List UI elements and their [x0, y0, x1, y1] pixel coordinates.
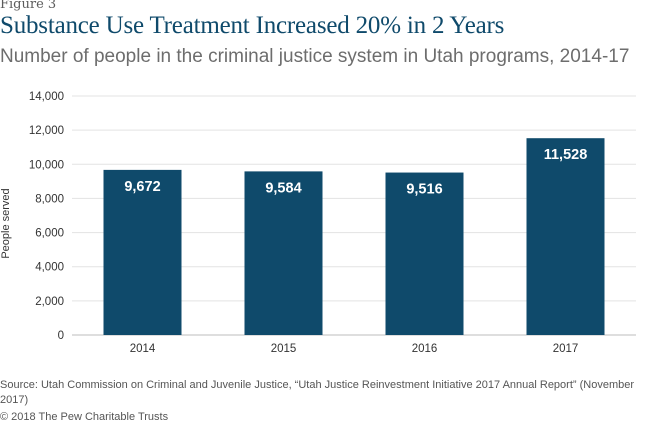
copyright-note: © 2018 The Pew Charitable Trusts: [0, 411, 169, 423]
y-tick-label: 14,000: [29, 91, 64, 103]
bar-value-label: 9,516: [406, 182, 442, 198]
y-tick-label: 6,000: [35, 228, 64, 240]
y-axis-label: People served: [0, 188, 12, 258]
bar-2017: [526, 138, 605, 335]
y-tick-label: 4,000: [35, 262, 64, 274]
bar-value-label: 9,584: [265, 180, 301, 196]
figure-label: Figure 3: [0, 0, 57, 12]
y-tick-label: 2,000: [35, 296, 64, 308]
x-tick-label: 2016: [412, 343, 438, 355]
y-axis-ticks: 0 2,000 4,000 6,000 8,000 10,000 12,000 14,000: [29, 91, 64, 342]
source-note: Source: Utah Commission on Criminal and …: [0, 379, 635, 406]
x-axis-ticks: 2014 2015 2016 2017: [130, 343, 579, 355]
bar-2016: [385, 172, 464, 335]
bar-value-label: 11,528: [544, 147, 588, 163]
bar-2014: [103, 169, 182, 335]
y-tick-label: 12,000: [29, 125, 64, 137]
bar-value-label: 9,672: [124, 179, 160, 195]
y-tick-label: 0: [58, 330, 64, 342]
chart-subtitle: Number of people in the criminal justice…: [0, 46, 630, 67]
x-tick-label: 2014: [130, 343, 156, 355]
y-tick-label: 8,000: [35, 193, 64, 205]
y-tick-label: 10,000: [29, 159, 64, 171]
bars: 9,672 9,584 9,516 11,528: [103, 138, 605, 335]
x-tick-label: 2017: [553, 343, 579, 355]
chart-title: Substance Use Treatment Increased 20% in…: [0, 12, 505, 39]
bar-chart: 02,0004,0006,0008,00010,00012,00014,000 …: [0, 91, 636, 355]
x-tick-label: 2015: [271, 343, 297, 355]
bar-2015: [244, 171, 323, 335]
